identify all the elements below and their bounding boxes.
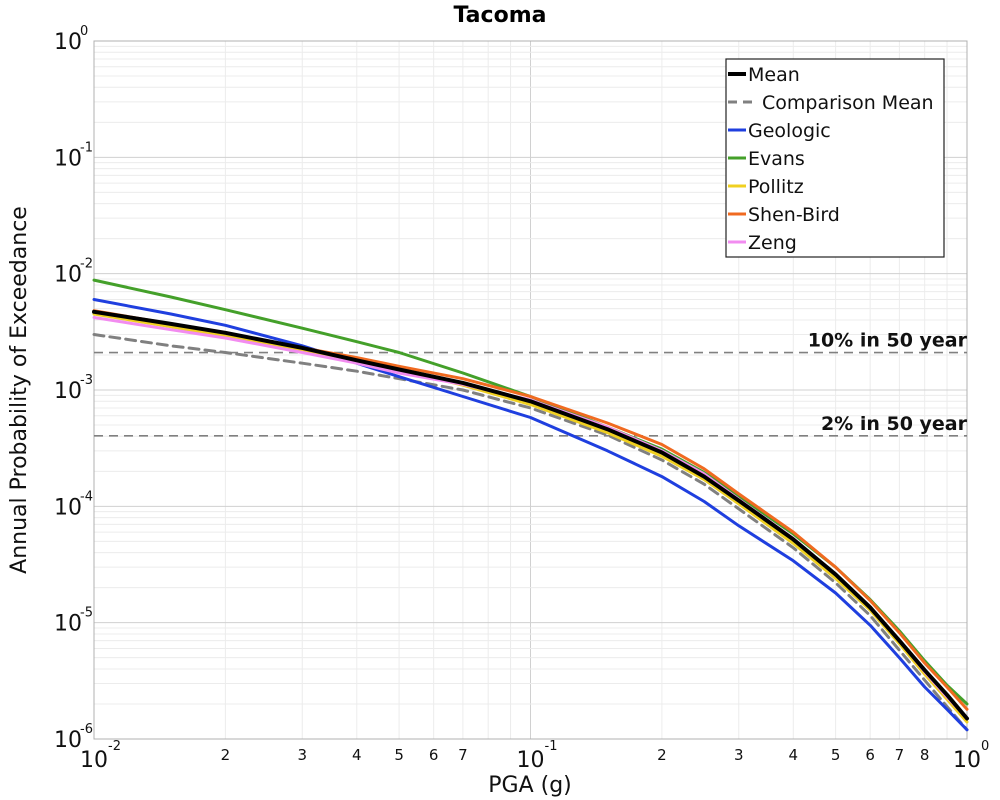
y-tick-label-5: 10 xyxy=(54,612,82,637)
y-tick-exponent-2: -2 xyxy=(80,257,93,272)
x-tick-label-minor-6: 2 xyxy=(657,746,667,764)
x-tick-label-minor-1: 3 xyxy=(297,746,307,764)
x-tick-exponent-0: -2 xyxy=(108,739,121,754)
y-tick-label-0: 10 xyxy=(54,30,82,55)
legend-label-comparison-mean: Comparison Mean xyxy=(762,92,934,114)
legend-label-evans: Evans xyxy=(748,148,805,170)
legend: Mean Comparison Mean Geologic Evans Pollitz S… xyxy=(725,58,945,258)
y-tick-exponent-5: -5 xyxy=(80,606,93,621)
plot-frame xyxy=(93,40,968,740)
grid-lines xyxy=(93,41,967,740)
y-tick-label-2: 10 xyxy=(54,263,82,288)
x-tick-label-minor-9: 5 xyxy=(831,746,841,764)
series-line-comparison-mean xyxy=(92,333,969,732)
x-tick-label-major-1: 10 xyxy=(517,748,545,773)
y-tick-exponent-0: 0 xyxy=(80,24,88,39)
x-tick-label-minor-7: 3 xyxy=(734,746,744,764)
x-tick-label-minor-5: 7 xyxy=(458,746,468,764)
y-tick-exponent-1: -1 xyxy=(80,140,93,155)
reference-label-0: 10% in 50 year xyxy=(808,330,968,352)
x-tick-label-minor-10: 6 xyxy=(865,746,875,764)
x-tick-label-minor-2: 4 xyxy=(352,746,362,764)
x-tick-label-minor-11: 7 xyxy=(895,746,905,764)
x-tick-label-minor-3: 5 xyxy=(394,746,404,764)
x-tick-label-minor-12: 8 xyxy=(920,746,930,764)
series-line-geologic xyxy=(92,298,969,732)
series-line-mean xyxy=(92,309,969,721)
x-tick-exponent-2: 0 xyxy=(981,739,989,754)
reference-lines: 10% in 50 year 2% in 50 year xyxy=(94,330,968,437)
legend-label-mean: Mean xyxy=(748,64,800,86)
x-tick-exponent-1: -1 xyxy=(545,739,558,754)
y-tick-exponent-4: -4 xyxy=(80,489,93,504)
y-tick-label-4: 10 xyxy=(54,495,82,520)
x-tick-label-minor-0: 2 xyxy=(221,746,231,764)
x-axis-label: PGA (g) xyxy=(488,773,572,798)
y-tick-label-3: 10 xyxy=(54,379,82,404)
y-tick-exponent-3: -3 xyxy=(80,373,93,388)
y-axis-label: Annual Probability of Exceedance xyxy=(7,206,32,574)
y-tick-label-1: 10 xyxy=(54,146,82,171)
series-lines xyxy=(92,278,969,732)
legend-label-shen-bird: Shen-Bird xyxy=(748,204,840,226)
x-tick-label-minor-8: 4 xyxy=(789,746,799,764)
chart-title: Tacoma xyxy=(454,3,547,28)
legend-label-pollitz: Pollitz xyxy=(748,176,804,198)
y-tick-label-6: 10 xyxy=(54,728,82,753)
x-tick-label-minor-4: 6 xyxy=(429,746,439,764)
reference-label-1: 2% in 50 year xyxy=(821,413,968,435)
x-tick-label-major-2: 10 xyxy=(953,748,981,773)
legend-label-geologic: Geologic xyxy=(748,120,831,142)
legend-box xyxy=(725,58,945,258)
x-tick-label-major-0: 10 xyxy=(80,748,108,773)
legend-label-zeng: Zeng xyxy=(748,232,797,254)
y-tick-exponent-6: -6 xyxy=(80,722,93,737)
